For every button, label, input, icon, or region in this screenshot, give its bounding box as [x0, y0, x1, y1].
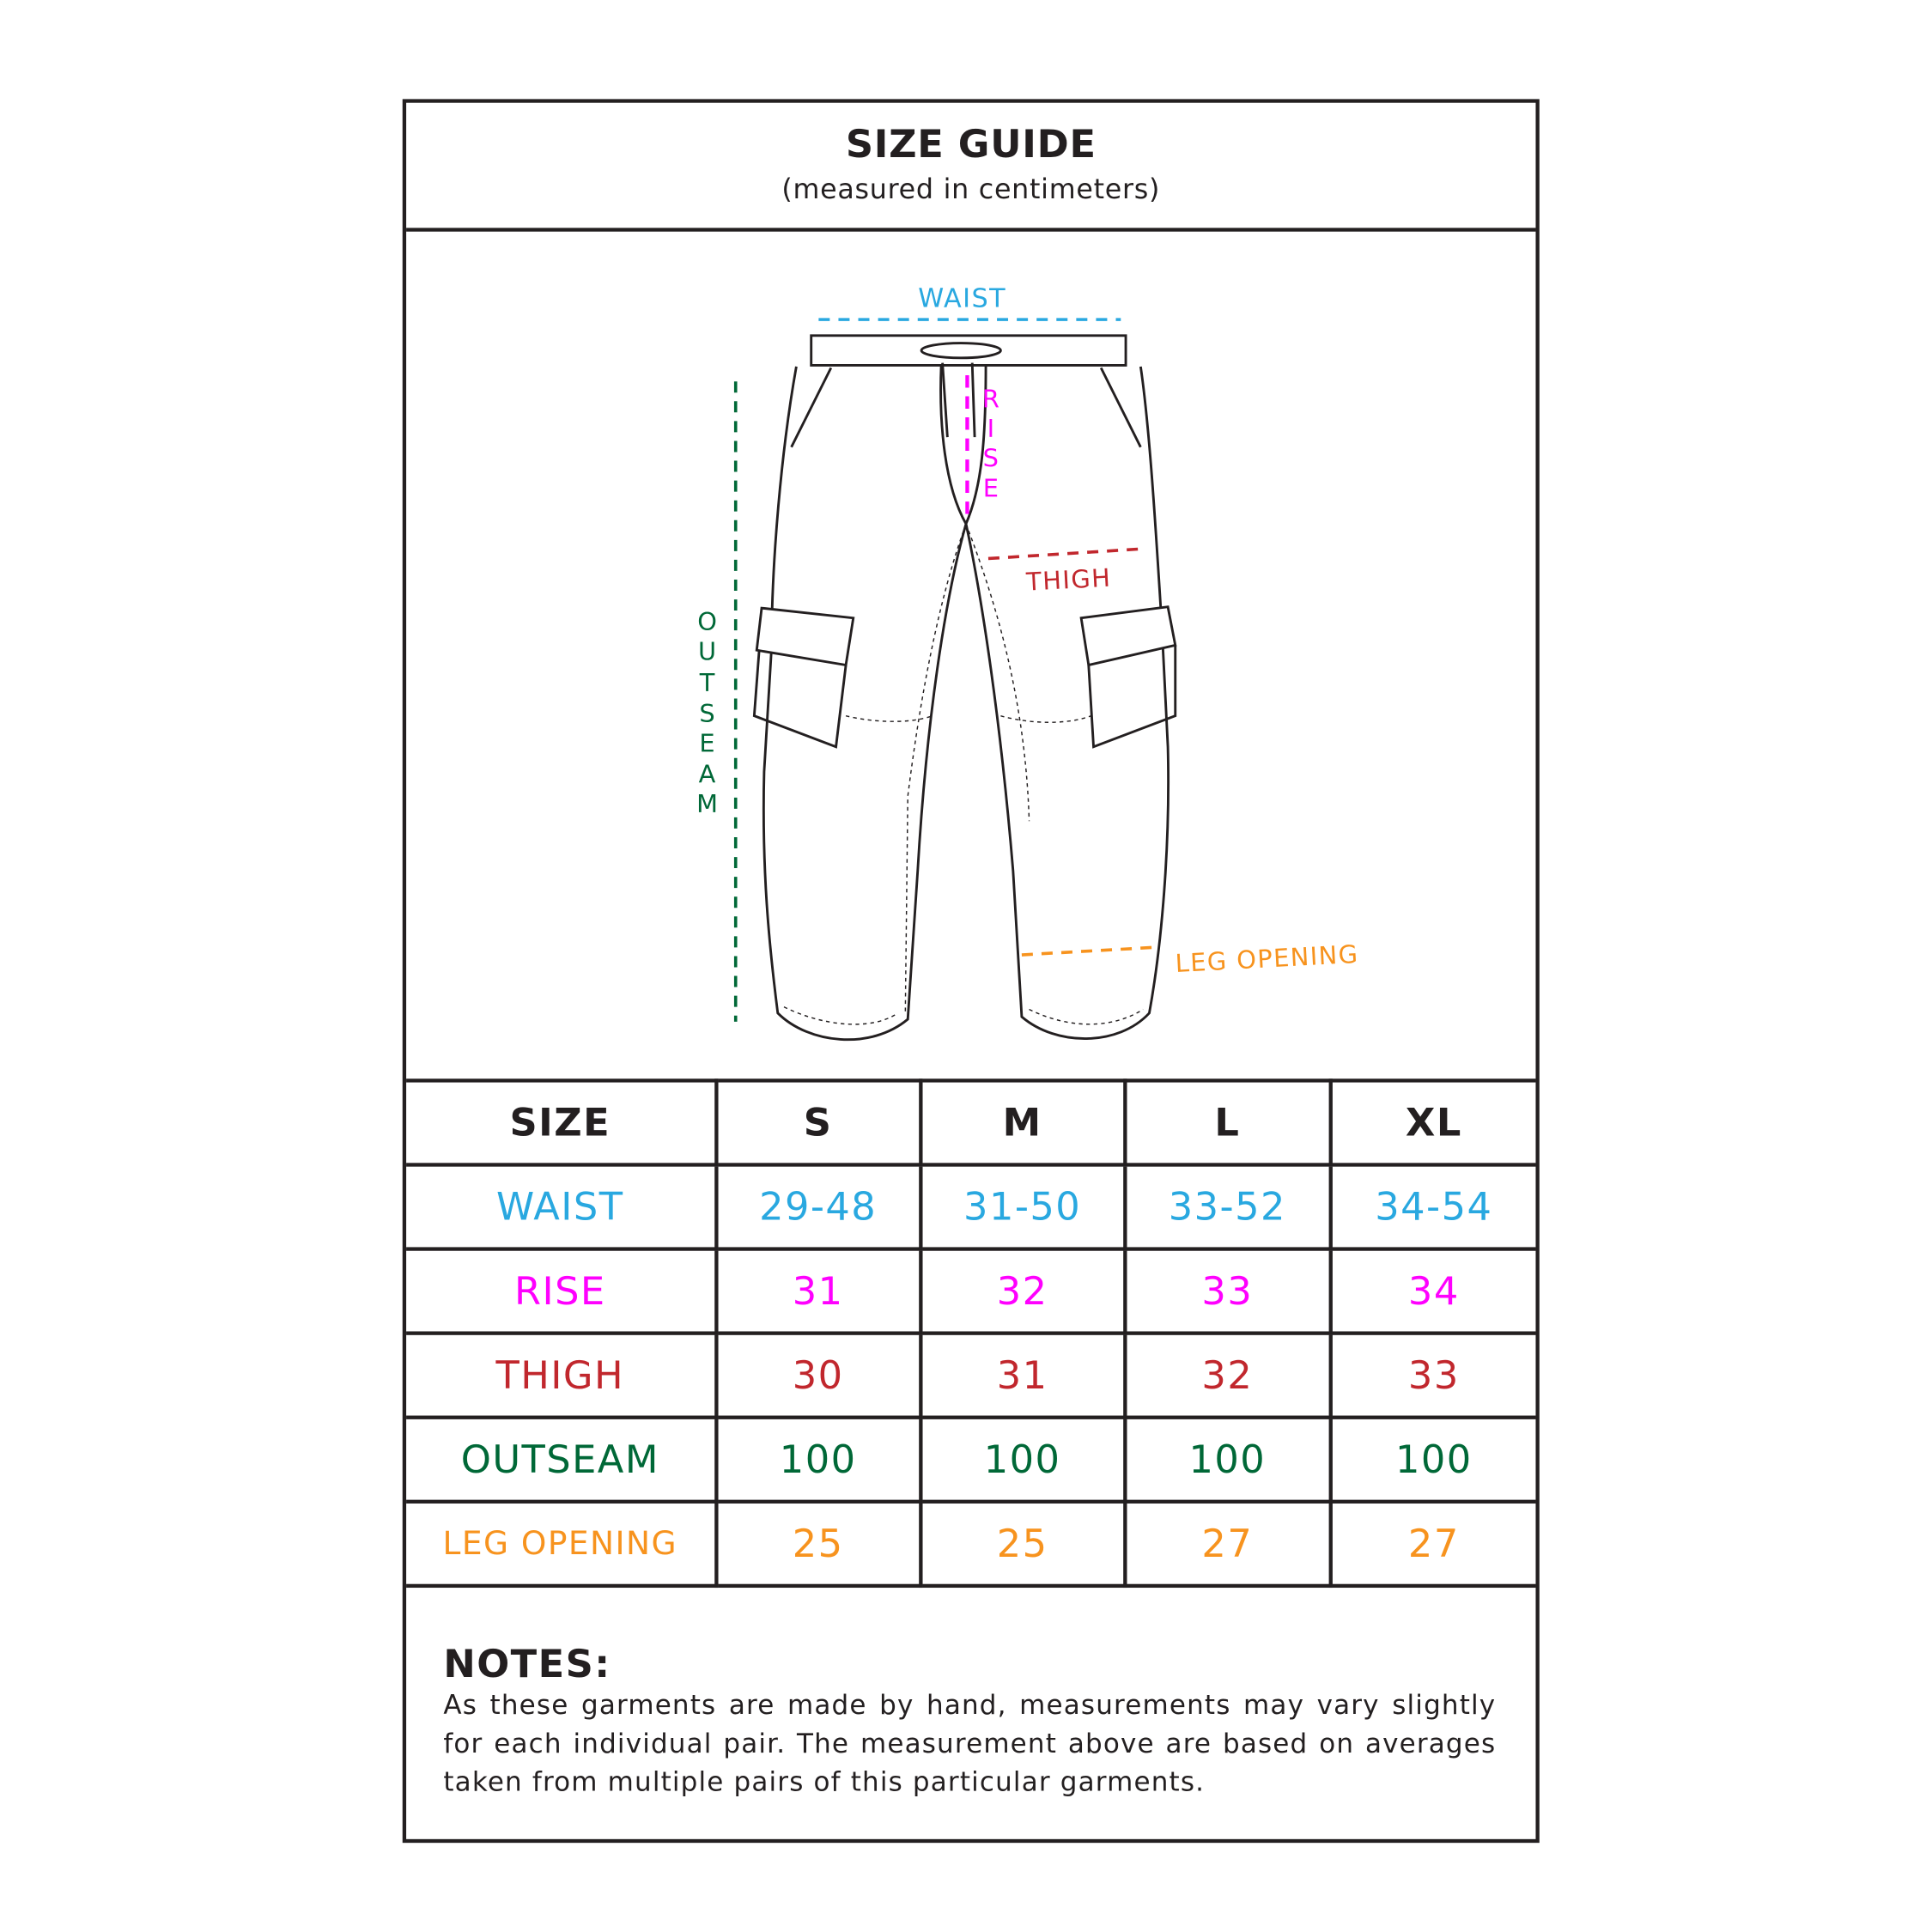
table-row-thigh: THIGH 30 31 32 33 [406, 1331, 1536, 1419]
table-cell: 32 [918, 1247, 1127, 1335]
table-row-outseam: OUTSEAM 100 100 100 100 [406, 1415, 1536, 1504]
size-guide-frame: SIZE GUIDE (measured in centimeters) WAI… [402, 99, 1540, 1844]
table-header-row: SIZE S M L XL [406, 1078, 1536, 1167]
row-label: OUTSEAM [406, 1415, 718, 1504]
notes-text: As these garments are made by hand, meas… [443, 1690, 1497, 1799]
table-cell: 31 [714, 1247, 922, 1335]
notes-section: NOTES: As these garments are made by han… [443, 1643, 1496, 1802]
column-header: L [1122, 1078, 1333, 1167]
row-label: THIGH [406, 1331, 718, 1419]
table-cell: 34 [1327, 1247, 1536, 1335]
table-cell: 25 [714, 1499, 922, 1589]
page-title: SIZE GUIDE [845, 122, 1097, 167]
table-cell: 33-52 [1122, 1163, 1333, 1251]
pants-outline [752, 334, 1177, 1042]
table-row-rise: RISE 31 32 33 34 [406, 1247, 1536, 1335]
table-cell: 100 [714, 1415, 922, 1504]
header: SIZE GUIDE (measured in centimeters) [406, 103, 1536, 232]
table-cell: 31-50 [918, 1163, 1127, 1251]
table-row-leg-opening: LEG OPENING 25 25 27 27 [406, 1499, 1536, 1589]
column-header: S [714, 1078, 922, 1167]
column-header: XL [1327, 1078, 1536, 1167]
column-header: M [918, 1078, 1127, 1167]
size-table: SIZE S M L XL WAIST 29-48 31-50 33-52 34… [406, 1078, 1536, 1589]
row-label: WAIST [406, 1163, 718, 1251]
table-cell: 33 [1122, 1247, 1333, 1335]
table-cell: 34-54 [1327, 1163, 1536, 1251]
column-header: SIZE [406, 1078, 718, 1167]
table-cell: 100 [1122, 1415, 1333, 1504]
thigh-measure-line [987, 547, 1146, 561]
leg-opening-measure-line [1021, 945, 1153, 957]
table-cell: 32 [1122, 1331, 1333, 1419]
table-cell: 27 [1122, 1499, 1333, 1589]
leg-opening-diagram-label: LEG OPENING [1175, 939, 1359, 978]
table-cell: 33 [1327, 1331, 1536, 1419]
table-cell: 100 [1327, 1415, 1536, 1504]
table-cell: 27 [1327, 1499, 1536, 1589]
table-cell: 100 [918, 1415, 1127, 1504]
row-label: LEG OPENING [406, 1499, 718, 1589]
thigh-diagram-label: THIGH [1024, 563, 1112, 597]
table-cell: 31 [918, 1331, 1127, 1419]
page-subtitle: (measured in centimeters) [781, 174, 1161, 206]
notes-title: NOTES: [443, 1642, 611, 1687]
table-cell: 30 [714, 1331, 922, 1419]
waist-diagram-label: WAIST [918, 284, 1006, 314]
table-cell: 25 [918, 1499, 1127, 1589]
row-label: RISE [406, 1247, 718, 1335]
table-cell: 29-48 [714, 1163, 922, 1251]
pants-stitching [783, 523, 1144, 1025]
table-row-waist: WAIST 29-48 31-50 33-52 34-54 [406, 1163, 1536, 1251]
